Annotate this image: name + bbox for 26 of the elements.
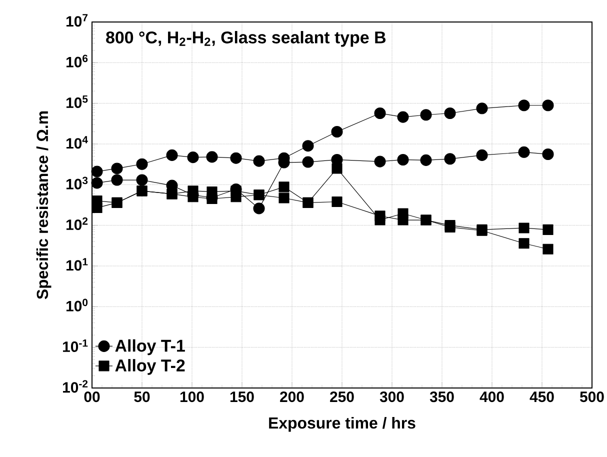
y-tick-label: 10$^{7}$ [66,14,88,27]
x-tick-label: 200 [280,392,304,402]
y-tick-label: 10$^{-2}$ [63,380,88,393]
annotation: 800 °C, H$_{2}$-H$_{2}$, Glass sealant type B [106,31,386,47]
y-tick-label: 10$^{6}$ [66,54,88,68]
legend-label: Alloy T-2 [115,359,185,375]
x-tick-label: 150 [230,392,254,402]
y-tick-label: 10$^{-1}$ [63,339,88,352]
y-tick-label: 10$^{2}$ [66,217,88,230]
x-tick-label: 400 [480,392,504,402]
y-tick-label: 10$^{3}$ [66,176,88,190]
x-tick-label: 300 [380,392,404,402]
x-tick-label: 350 [430,392,454,402]
x-tick-label: 450 [530,392,554,402]
x-tick-label: 500 [580,392,604,402]
x-tick-label: 50 [134,392,150,402]
y-tick-label: 10$^{0}$ [66,298,88,312]
y-axis-title: Specific resistance / Ω.m [36,111,52,300]
legend-label: Alloy T-1 [115,339,185,356]
x-tick-label: 00 [84,392,100,402]
x-tick-label: 100 [180,392,204,402]
y-tick-label: 10$^{5}$ [66,95,88,108]
y-tick-label: 10$^{1}$ [66,258,88,271]
x-tick-label: 250 [330,392,354,402]
y-tick-label: 10$^{4}$ [66,136,88,149]
x-axis-title: Exposure time / hrs [269,416,416,432]
